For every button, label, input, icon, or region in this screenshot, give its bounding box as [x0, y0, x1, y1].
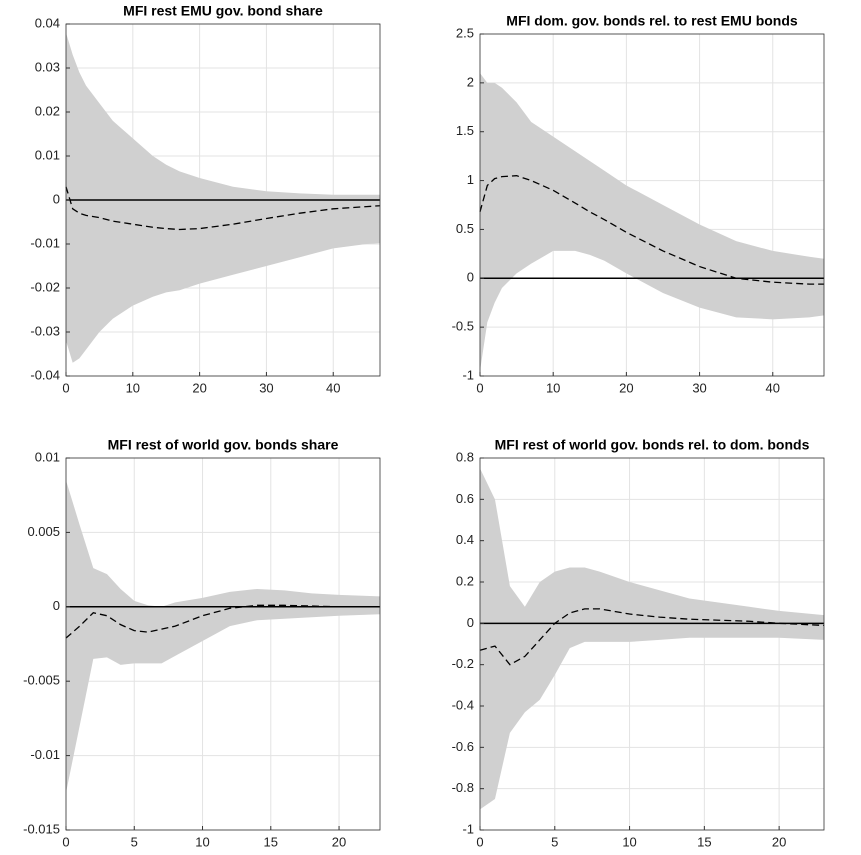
chart-title: MFI rest EMU gov. bond share [123, 3, 323, 19]
axes-box [479, 33, 825, 377]
y-tick-label: 0.005 [27, 524, 60, 539]
y-tick-label: 0.8 [456, 449, 474, 464]
y-tick-label: 0.02 [35, 103, 60, 118]
y-tick-label: 0 [53, 191, 60, 206]
confidence-band [66, 480, 380, 793]
y-tick-label: 0.01 [35, 147, 60, 162]
y-tick-label: -0.005 [23, 673, 60, 688]
x-tick-label: 20 [332, 834, 346, 849]
median-line [65, 604, 380, 639]
x-tick-label: 30 [259, 380, 273, 395]
x-tick-label: 20 [772, 834, 786, 849]
x-tick-label: 10 [622, 834, 636, 849]
y-tick-label: -0.6 [452, 739, 474, 754]
y-tick-label: 2 [467, 74, 474, 89]
median-line [479, 608, 825, 666]
y-tick-label: 0.01 [35, 449, 60, 464]
x-tick-label: 30 [692, 380, 706, 395]
x-tick-label: 0 [62, 380, 69, 395]
chart-title: MFI rest of world gov. bonds rel. to dom… [495, 437, 810, 453]
y-tick-label: -0.04 [30, 367, 60, 382]
x-tick-label: 40 [326, 380, 340, 395]
x-tick-label: 20 [192, 380, 206, 395]
x-tick-label: 40 [766, 380, 780, 395]
x-tick-label: 15 [697, 834, 711, 849]
y-tick-label: -1 [462, 821, 474, 836]
chart-title: MFI dom. gov. bonds rel. to rest EMU bon… [506, 13, 798, 29]
x-tick-label: 15 [264, 834, 278, 849]
x-tick-label: 5 [131, 834, 138, 849]
y-tick-label: 1 [467, 172, 474, 187]
y-tick-label: 0.5 [456, 221, 474, 236]
confidence-band [66, 32, 380, 363]
axes-box [65, 457, 381, 831]
confidence-band [480, 468, 824, 810]
median-line [65, 186, 381, 231]
y-tick-label: -0.4 [452, 697, 474, 712]
y-tick-label: 0 [467, 270, 474, 285]
x-tick-label: 0 [476, 834, 483, 849]
y-tick-label: 1.5 [456, 123, 474, 138]
x-tick-label: 10 [126, 380, 140, 395]
y-tick-label: 0.6 [456, 491, 474, 506]
y-tick-label: -1 [462, 367, 474, 382]
y-tick-label: 0.04 [35, 15, 60, 30]
y-tick-label: -0.8 [452, 780, 474, 795]
y-tick-label: -0.015 [23, 821, 60, 836]
y-tick-label: -0.5 [452, 319, 474, 334]
x-tick-label: 0 [476, 380, 483, 395]
x-tick-label: 0 [62, 834, 69, 849]
y-tick-label: 0 [53, 598, 60, 613]
y-tick-label: -0.2 [452, 656, 474, 671]
x-tick-label: 10 [546, 380, 560, 395]
y-tick-label: -0.01 [30, 747, 60, 762]
y-tick-label: 2.5 [456, 25, 474, 40]
y-tick-label: 0.03 [35, 59, 60, 74]
y-tick-label: 0.2 [456, 573, 474, 588]
y-tick-label: 0.4 [456, 532, 474, 547]
x-tick-label: 20 [619, 380, 633, 395]
y-tick-label: -0.01 [30, 235, 60, 250]
y-tick-label: 0 [467, 615, 474, 630]
confidence-band [480, 73, 824, 372]
y-tick-label: -0.02 [30, 279, 60, 294]
y-tick-label: -0.03 [30, 323, 60, 338]
axes-box [479, 457, 825, 831]
x-tick-label: 10 [195, 834, 209, 849]
x-tick-label: 5 [551, 834, 558, 849]
chart-title: MFI rest of world gov. bonds share [108, 437, 339, 453]
